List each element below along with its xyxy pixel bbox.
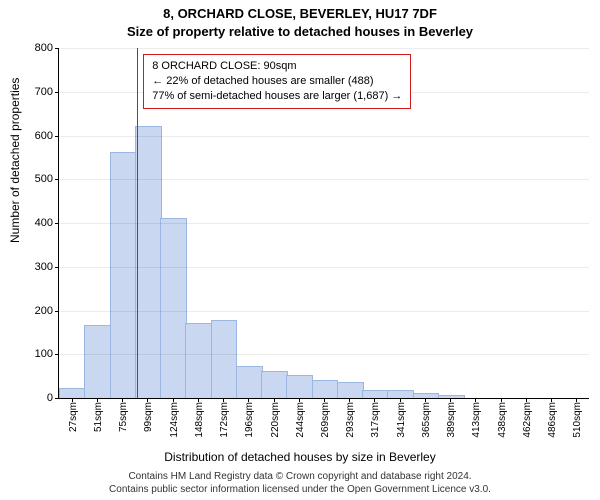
x-axis-label: Distribution of detached houses by size … xyxy=(0,450,600,464)
histogram-bar xyxy=(236,366,263,398)
histogram-bar xyxy=(261,371,288,398)
x-tick: 486sqm xyxy=(547,402,558,438)
chart-container: 8, ORCHARD CLOSE, BEVERLEY, HU17 7DF Siz… xyxy=(0,0,600,500)
x-tick: 293sqm xyxy=(345,402,356,438)
y-tick: 400 xyxy=(35,217,53,229)
histogram-bar xyxy=(387,390,414,398)
histogram-bar xyxy=(211,320,238,398)
histogram-bar xyxy=(286,375,313,398)
x-tick: 27sqm xyxy=(68,402,79,432)
y-tick: 0 xyxy=(47,392,53,404)
histogram-bar xyxy=(135,126,162,398)
y-tick: 600 xyxy=(35,130,53,142)
x-tick: 413sqm xyxy=(471,402,482,438)
x-tick: 269sqm xyxy=(320,402,331,438)
histogram-bar xyxy=(160,218,187,398)
x-tick: 317sqm xyxy=(370,402,381,438)
histogram-bar xyxy=(362,390,389,398)
callout-line: 8 ORCHARD CLOSE: 90sqm xyxy=(152,59,402,74)
y-axis-label: Number of detached properties xyxy=(8,78,22,243)
histogram-bar xyxy=(185,323,212,398)
y-tick: 800 xyxy=(35,42,53,54)
plot-area: 010020030040050060070080027sqm51sqm75sqm… xyxy=(58,48,589,399)
y-tick: 500 xyxy=(35,173,53,185)
callout-line: ← 22% of detached houses are smaller (48… xyxy=(152,74,402,89)
page-title: 8, ORCHARD CLOSE, BEVERLEY, HU17 7DF xyxy=(0,6,600,21)
callout-box: 8 ORCHARD CLOSE: 90sqm← 22% of detached … xyxy=(143,54,411,109)
x-tick: 244sqm xyxy=(295,402,306,438)
y-tick: 200 xyxy=(35,305,53,317)
x-tick: 148sqm xyxy=(194,402,205,438)
x-tick: 365sqm xyxy=(421,402,432,438)
callout-line: 77% of semi-detached houses are larger (… xyxy=(152,89,402,104)
y-tick: 100 xyxy=(35,348,53,360)
y-tick: 300 xyxy=(35,261,53,273)
histogram-bar xyxy=(110,152,137,398)
histogram-bar xyxy=(337,382,364,398)
x-tick: 172sqm xyxy=(219,402,230,438)
histogram-bar xyxy=(413,393,440,398)
y-tick: 700 xyxy=(35,86,53,98)
x-tick: 341sqm xyxy=(396,402,407,438)
x-tick: 438sqm xyxy=(497,402,508,438)
histogram-bar xyxy=(312,380,339,399)
x-tick: 510sqm xyxy=(572,402,583,438)
footnote-line-1: Contains HM Land Registry data © Crown c… xyxy=(0,471,600,484)
footnote: Contains HM Land Registry data © Crown c… xyxy=(0,471,600,496)
histogram-bar xyxy=(84,325,111,398)
x-tick: 196sqm xyxy=(244,402,255,438)
x-tick: 75sqm xyxy=(118,402,129,432)
x-tick: 462sqm xyxy=(522,402,533,438)
page-subtitle: Size of property relative to detached ho… xyxy=(0,24,600,39)
x-tick: 220sqm xyxy=(270,402,281,438)
x-tick: 51sqm xyxy=(93,402,104,432)
x-tick: 389sqm xyxy=(446,402,457,438)
property-marker-line xyxy=(137,48,138,398)
x-tick: 99sqm xyxy=(143,402,154,432)
x-tick: 124sqm xyxy=(169,402,180,438)
histogram-bar xyxy=(59,388,86,398)
footnote-line-2: Contains public sector information licen… xyxy=(0,484,600,497)
